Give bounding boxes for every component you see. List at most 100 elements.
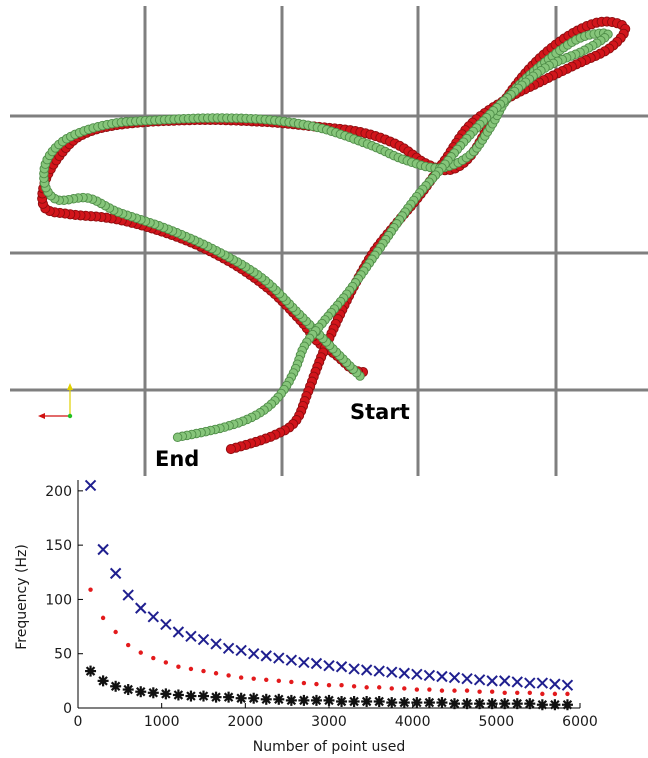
data-point-dot xyxy=(477,689,482,694)
y-tick-label: 0 xyxy=(63,701,72,717)
data-point-dot xyxy=(113,629,118,635)
data-point-star xyxy=(411,697,423,709)
data-point-star xyxy=(210,691,222,703)
y-tick-label: 100 xyxy=(45,592,72,608)
data-point-dot xyxy=(540,691,545,697)
x-tick-label: 5000 xyxy=(479,714,515,730)
data-point-star xyxy=(323,694,335,706)
data-point-dot xyxy=(251,676,256,681)
orientation-axes-icon xyxy=(38,383,73,419)
data-point-dot xyxy=(502,690,507,695)
data-point-dot xyxy=(464,688,470,693)
data-point-dot xyxy=(452,688,457,693)
data-point-x xyxy=(210,638,222,650)
frequency-chart: 0 1000 2000 3000 4000 5000 6000 0 50 100 150 200 Nu… xyxy=(14,479,598,755)
x-tick-label: 0 xyxy=(74,714,83,730)
data-point-star xyxy=(348,695,360,707)
data-point-dot xyxy=(289,679,294,685)
data-point-dot xyxy=(339,683,344,688)
data-point-x xyxy=(448,671,461,684)
data-point-dot xyxy=(176,664,181,669)
y-tick-label: 50 xyxy=(54,647,72,663)
data-point-star xyxy=(285,694,297,706)
data-point-x xyxy=(498,675,511,687)
data-point-star xyxy=(310,694,322,706)
data-point-x xyxy=(473,674,486,686)
data-point-x xyxy=(222,642,235,654)
data-point-dot xyxy=(565,691,570,697)
data-point-dot xyxy=(389,686,394,691)
data-point-star xyxy=(423,697,435,709)
data-point-star xyxy=(110,680,122,692)
green-trajectory xyxy=(39,28,613,443)
data-point-star xyxy=(185,690,197,702)
x-tick-label: 1000 xyxy=(144,714,180,730)
data-point-dot xyxy=(138,650,143,655)
data-point-dot xyxy=(364,685,369,690)
data-point-star xyxy=(147,687,159,699)
data-point-star xyxy=(549,699,561,711)
data-point-x xyxy=(135,602,147,614)
data-point-star xyxy=(361,695,373,707)
data-point-x xyxy=(273,652,285,664)
data-point-dot xyxy=(264,677,269,682)
data-point-star xyxy=(248,692,260,704)
data-point-x xyxy=(109,567,122,580)
data-point-star xyxy=(449,698,460,710)
y-axis-title: Frequency (Hz) xyxy=(14,544,30,650)
data-point-x xyxy=(172,626,185,638)
data-point-x xyxy=(549,678,561,690)
data-point-x xyxy=(285,654,298,666)
data-point-dot xyxy=(326,683,332,688)
red-trajectory xyxy=(37,16,631,455)
data-point-star xyxy=(486,698,498,710)
data-point-x xyxy=(84,479,97,492)
data-point-star xyxy=(561,699,573,711)
data-point-star xyxy=(198,690,209,702)
y-tick-label: 150 xyxy=(45,538,72,554)
data-point-x xyxy=(373,665,385,677)
data-point-star xyxy=(373,695,385,707)
data-point-x xyxy=(197,633,210,646)
data-point-x xyxy=(486,675,498,687)
data-point-dot xyxy=(126,642,131,648)
data-point-x xyxy=(411,668,423,681)
data-point-star xyxy=(235,692,247,704)
data-point-star xyxy=(474,698,486,710)
data-point-dot xyxy=(213,671,219,676)
data-point-dot xyxy=(151,655,156,661)
data-point-x xyxy=(298,656,310,669)
data-point-star xyxy=(135,686,147,698)
data-point-x xyxy=(423,669,436,682)
series-x-markers xyxy=(84,479,574,691)
data-point-dot xyxy=(527,690,532,695)
data-point-star xyxy=(85,665,97,677)
data-point-star xyxy=(461,698,473,710)
data-point-x xyxy=(160,618,172,631)
data-point-x xyxy=(461,672,473,685)
data-point-x xyxy=(524,677,536,689)
data-point-star xyxy=(524,698,536,710)
data-point-dot xyxy=(100,615,106,621)
x-axis-title: Number of point used xyxy=(253,739,405,755)
data-point-x xyxy=(436,670,448,683)
data-point-dot xyxy=(489,689,495,694)
data-point-star xyxy=(386,697,398,709)
data-point-dot xyxy=(402,686,407,691)
data-point-x xyxy=(360,664,373,676)
green-trajectory-point xyxy=(172,432,183,443)
data-point-x xyxy=(386,666,398,678)
data-point-dot xyxy=(88,587,93,592)
data-point-star xyxy=(436,697,448,709)
chart-axes xyxy=(77,480,580,709)
x-tick-label: 6000 xyxy=(562,714,598,730)
data-point-dot xyxy=(427,687,432,692)
data-point-star xyxy=(536,699,548,711)
data-point-x xyxy=(348,663,360,675)
chart-marks xyxy=(84,479,574,711)
data-point-star xyxy=(260,693,272,705)
data-point-star xyxy=(122,684,134,696)
start-label: Start xyxy=(350,400,410,424)
data-point-x xyxy=(260,650,272,662)
